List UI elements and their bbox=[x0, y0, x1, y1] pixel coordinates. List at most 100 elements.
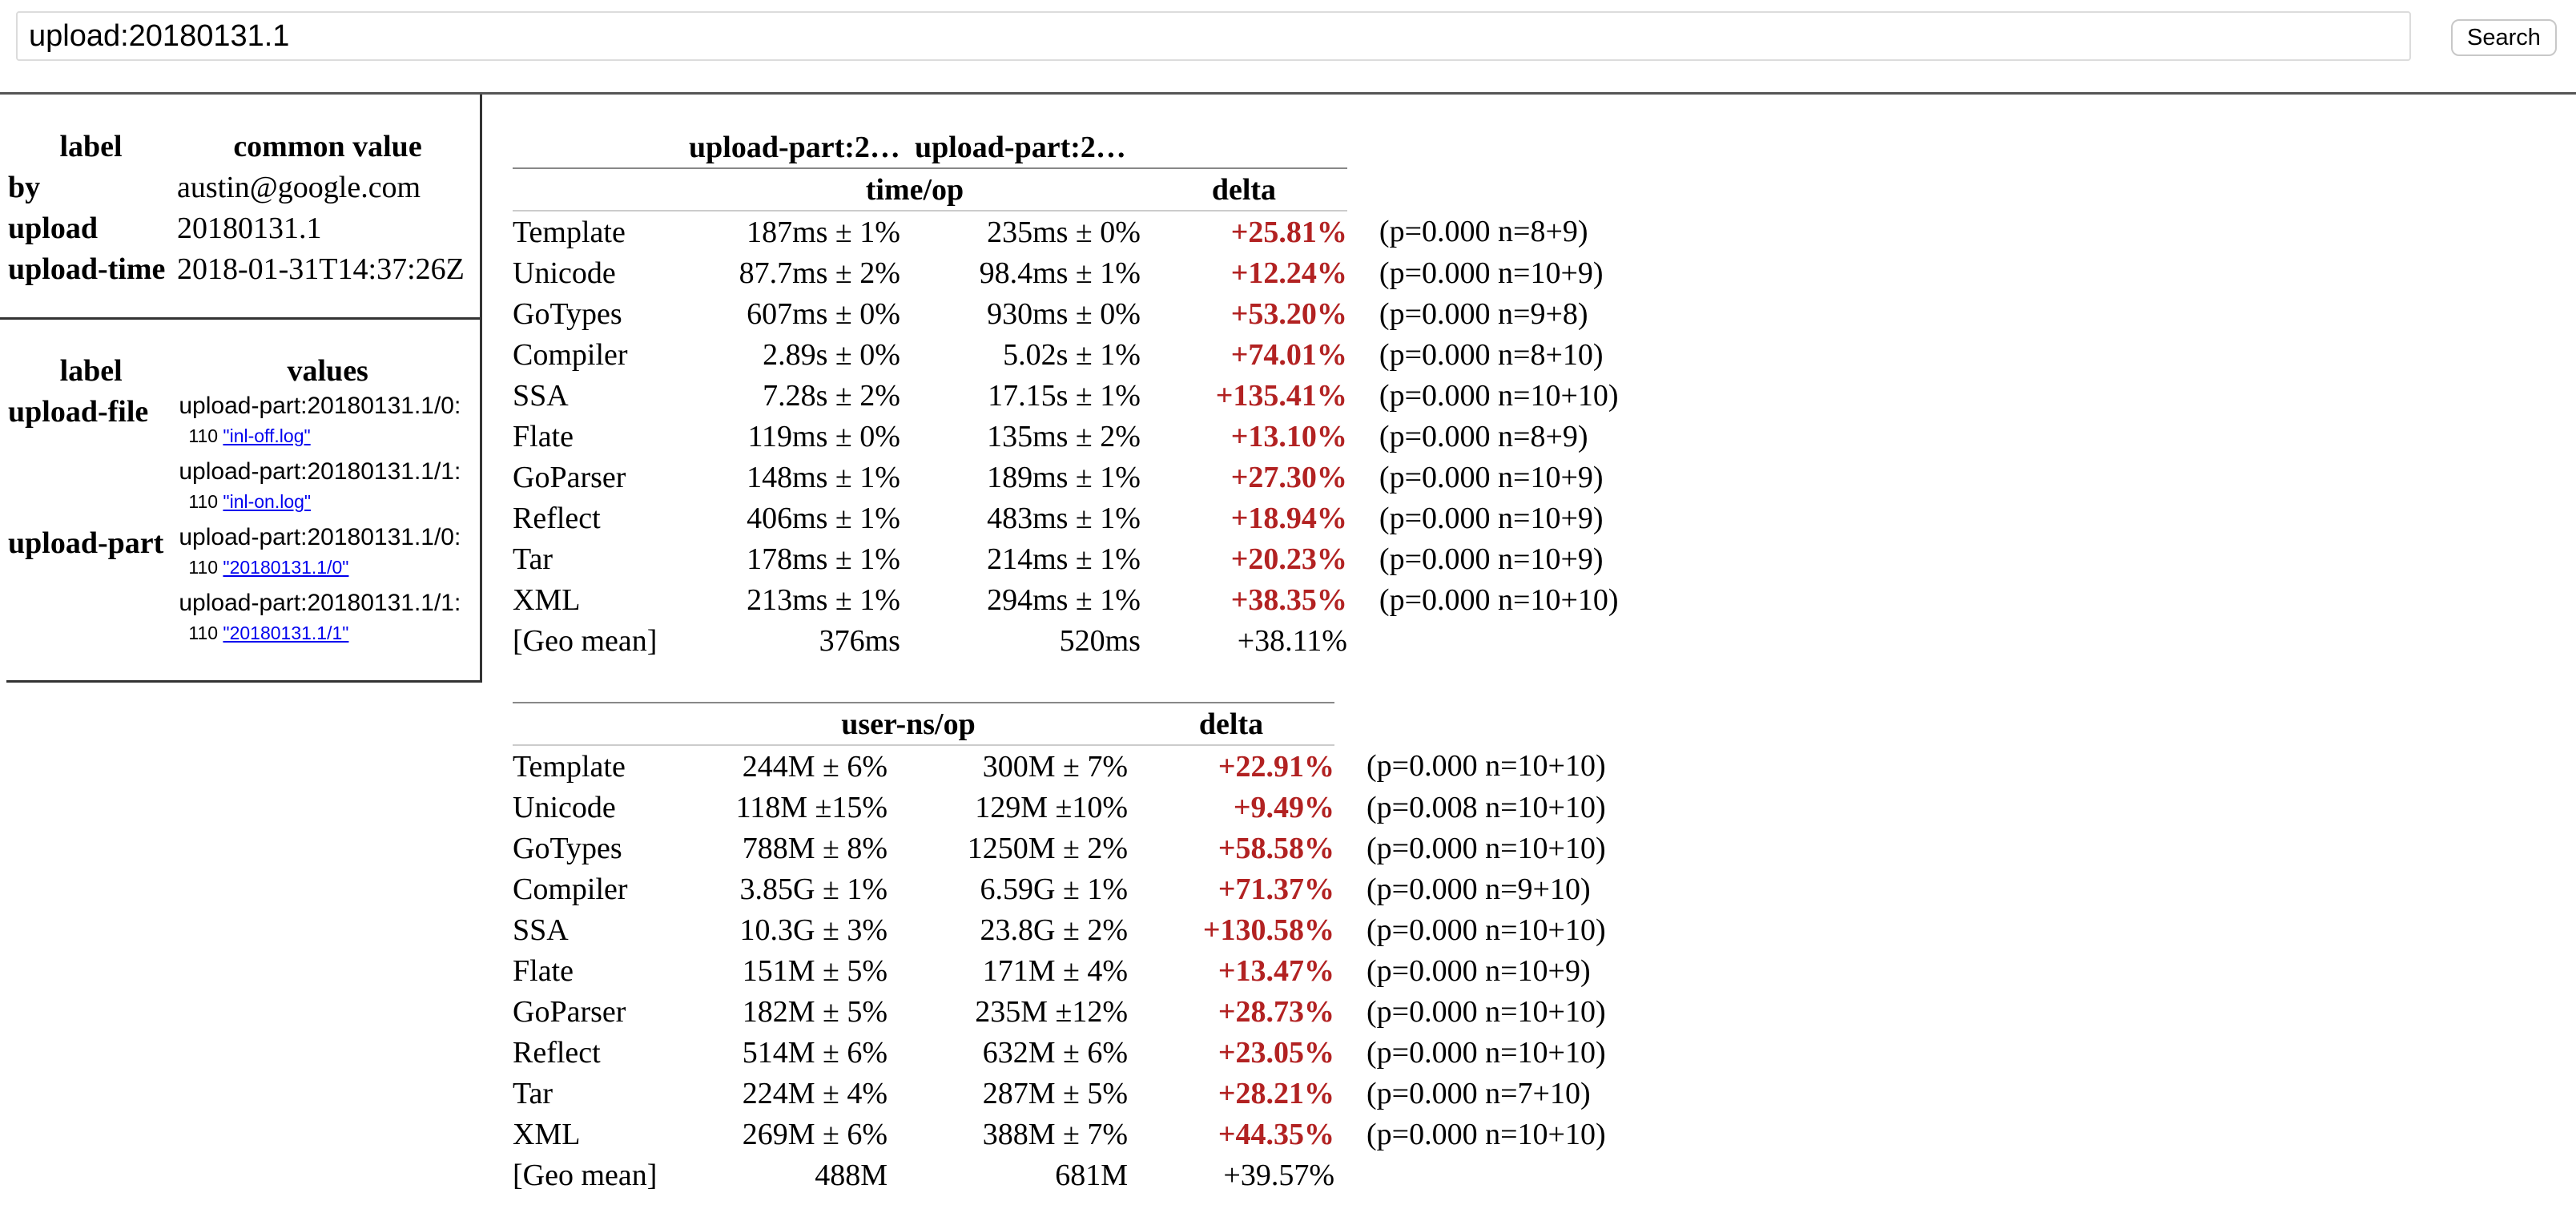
value-count: 110 bbox=[188, 557, 219, 578]
benchmark-name: Tar bbox=[513, 1076, 553, 1110]
delta-spacer-header bbox=[1140, 127, 1347, 169]
old-value: 10.3G ± 3% bbox=[739, 913, 888, 947]
search-button[interactable]: Search bbox=[2451, 19, 2557, 56]
old-value: 788M ± 8% bbox=[742, 831, 888, 865]
delta-value: +28.21% bbox=[1218, 1076, 1334, 1110]
benchmark-name: SSA bbox=[513, 913, 569, 947]
benchmark-row: Flate 119ms ± 0% 135ms ± 2% +13.10% (p=0.000… bbox=[513, 416, 1619, 457]
new-value: 129M ±10% bbox=[975, 790, 1128, 824]
common-row-value: 20180131.1 bbox=[177, 211, 322, 245]
p-value-note: (p=0.000 n=10+9) bbox=[1379, 542, 1604, 576]
common-value-header: common value bbox=[233, 130, 422, 163]
benchmark-row: Flate 151M ± 5% 171M ± 4% +13.47% (p=0.000 n… bbox=[513, 950, 1606, 991]
old-value: 7.28s ± 2% bbox=[763, 378, 900, 413]
label-values-table: label values upload-file upload-part:201… bbox=[6, 351, 480, 654]
p-value-note: (p=0.000 n=10+10) bbox=[1366, 831, 1606, 865]
search-input[interactable] bbox=[16, 11, 2411, 61]
delta-value: +12.24% bbox=[1230, 256, 1347, 290]
value-count: 110 bbox=[188, 425, 219, 446]
delta-value: +18.94% bbox=[1230, 501, 1347, 535]
delta-value: +44.35% bbox=[1218, 1117, 1334, 1151]
benchmark-row: Reflect 406ms ± 1% 483ms ± 1% +18.94% (p=0.0… bbox=[513, 498, 1619, 538]
user-ns-op-table: user-ns/op delta Template 244M ± 6% 300M ±… bbox=[513, 702, 1606, 1195]
new-value: 632M ± 6% bbox=[982, 1035, 1128, 1070]
new-value: 287M ± 5% bbox=[982, 1076, 1128, 1110]
value-link[interactable]: "20180131.1/1" bbox=[223, 623, 349, 643]
geomean-note bbox=[1334, 1155, 1606, 1195]
p-value-note: (p=0.000 n=10+10) bbox=[1366, 994, 1606, 1029]
delta-value: +135.41% bbox=[1215, 378, 1347, 413]
value-count: 110 bbox=[188, 623, 219, 643]
p-value-note: (p=0.000 n=10+10) bbox=[1366, 1117, 1606, 1151]
values-group-label: upload-file bbox=[8, 395, 149, 429]
benchmark-row: XML 269M ± 6% 388M ± 7% +44.35% (p=0.000 n=1… bbox=[513, 1114, 1606, 1155]
value-item: upload-part:20180131.1/1: 110 "inl-on.lo… bbox=[179, 457, 480, 522]
benchmark-row: Reflect 514M ± 6% 632M ± 6% +23.05% (p=0.000… bbox=[513, 1032, 1606, 1073]
benchmark-row: Compiler 2.89s ± 0% 5.02s ± 1% +74.01% (p=0.… bbox=[513, 334, 1619, 375]
value-link[interactable]: "20180131.1/0" bbox=[223, 557, 349, 578]
new-value: 235M ±12% bbox=[975, 994, 1128, 1029]
benchmark-row: Unicode 118M ±15% 129M ±10% +9.49% (p=0.008 … bbox=[513, 787, 1606, 828]
common-row-label: upload-time bbox=[8, 252, 166, 286]
new-value: 1250M ± 2% bbox=[967, 831, 1128, 865]
p-value-note: (p=0.000 n=10+9) bbox=[1379, 460, 1604, 494]
benchmark-name: Unicode bbox=[513, 256, 616, 290]
value-count: 110 bbox=[188, 491, 219, 512]
p-value-note: (p=0.000 n=8+9) bbox=[1379, 419, 1588, 453]
old-value: 118M ±15% bbox=[735, 790, 888, 824]
p-value-note: (p=0.000 n=10+10) bbox=[1366, 1035, 1606, 1070]
search-bar: Search bbox=[0, 0, 2576, 95]
common-row-value: 2018-01-31T14:37:26Z bbox=[177, 252, 465, 286]
geomean-note bbox=[1347, 620, 1619, 661]
benchmark-name: Flate bbox=[513, 419, 574, 453]
delta-value: +74.01% bbox=[1230, 337, 1347, 372]
common-row-value: austin@google.com bbox=[177, 170, 421, 204]
old-value: 187ms ± 1% bbox=[747, 215, 900, 249]
benchmark-name: XML bbox=[513, 1117, 581, 1151]
delta-value: +27.30% bbox=[1230, 460, 1347, 494]
geomean-old: 488M bbox=[815, 1158, 888, 1192]
benchmark-row: GoTypes 607ms ± 0% 930ms ± 0% +53.20% (p=0.0… bbox=[513, 293, 1619, 334]
values-header: values bbox=[287, 354, 368, 388]
old-value: 151M ± 5% bbox=[742, 953, 888, 988]
benchmark-row: SSA 7.28s ± 2% 17.15s ± 1% +135.41% (p=0.000… bbox=[513, 375, 1619, 416]
panel-divider bbox=[0, 317, 482, 320]
delta-value: +38.35% bbox=[1230, 582, 1347, 617]
value-detail: 110 "inl-on.log" bbox=[179, 487, 480, 516]
value-link[interactable]: "inl-off.log" bbox=[223, 425, 311, 446]
benchmark-name: GoParser bbox=[513, 994, 626, 1029]
delta-value: +130.58% bbox=[1202, 913, 1334, 947]
common-row-label: upload bbox=[8, 211, 98, 245]
upload-part-a-header: upload-part:2… bbox=[689, 127, 900, 169]
benchmark-name: Reflect bbox=[513, 501, 601, 535]
benchmark-name: Compiler bbox=[513, 337, 628, 372]
new-value: 300M ± 7% bbox=[982, 749, 1128, 784]
old-value: 119ms ± 0% bbox=[747, 419, 900, 453]
delta-value: +71.37% bbox=[1218, 872, 1334, 906]
old-value: 514M ± 6% bbox=[742, 1035, 888, 1070]
common-row: by austin@google.com bbox=[6, 167, 480, 208]
value-detail: 110 "20180131.1/1" bbox=[179, 619, 480, 647]
geomean-new: 520ms bbox=[1059, 623, 1141, 658]
benchmark-name: XML bbox=[513, 582, 581, 617]
unit-header: user-ns/op bbox=[689, 702, 1128, 746]
benchmark-name: Reflect bbox=[513, 1035, 601, 1070]
common-row-label: by bbox=[8, 170, 41, 204]
old-value: 182M ± 5% bbox=[742, 994, 888, 1029]
benchmark-row: Compiler 3.85G ± 1% 6.59G ± 1% +71.37% (p=0.… bbox=[513, 868, 1606, 909]
old-value: 224M ± 4% bbox=[742, 1076, 888, 1110]
old-value: 3.85G ± 1% bbox=[739, 872, 888, 906]
new-value: 214ms ± 1% bbox=[987, 542, 1141, 576]
value-link[interactable]: "inl-on.log" bbox=[223, 491, 312, 512]
new-value: 17.15s ± 1% bbox=[988, 378, 1141, 413]
values-group: upload-part upload-part:20180131.1/0: 11… bbox=[6, 522, 480, 654]
benchmark-row: GoParser 148ms ± 1% 189ms ± 1% +27.30% (p=0.… bbox=[513, 457, 1619, 498]
delta-value: +13.47% bbox=[1218, 953, 1334, 988]
benchmark-name: Template bbox=[513, 215, 626, 249]
delta-value: +58.58% bbox=[1218, 831, 1334, 865]
geomean-label: [Geo mean] bbox=[513, 623, 658, 658]
delta-value: +13.10% bbox=[1230, 419, 1347, 453]
values-group-label: upload-part bbox=[8, 526, 164, 560]
p-value-note: (p=0.000 n=10+10) bbox=[1379, 378, 1619, 413]
value-key: upload-part:20180131.1/0: bbox=[179, 524, 461, 550]
